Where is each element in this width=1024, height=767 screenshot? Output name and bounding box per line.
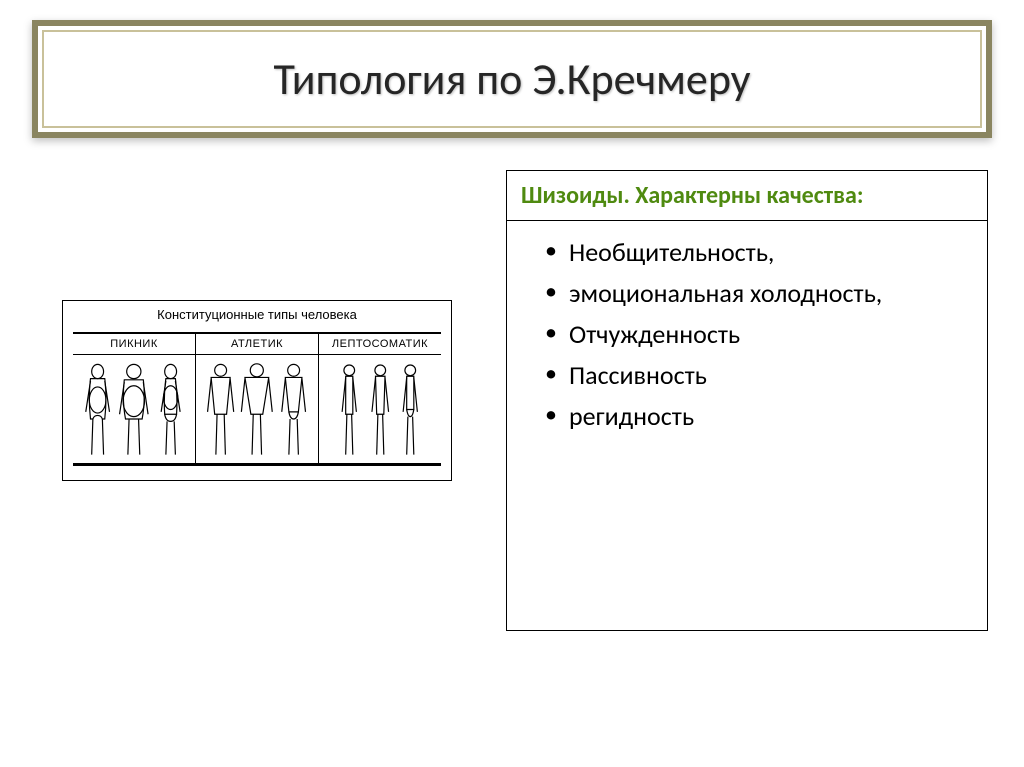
title-frame: Типология по Э.Кречмеру [32,20,992,138]
human-figure-icon [81,362,114,457]
body-type-label: ЛЕПТОСОМАТИК [319,334,441,355]
human-figure-icon [335,362,364,457]
qualities-box: Шизоиды. Характерны качества: Необщитель… [506,170,988,631]
body-figures-leptosomatic [319,355,441,465]
list-item: Пассивность [545,358,973,393]
slide-title: Типология по Э.Кречмеру [273,52,750,106]
list-item: Необщительность, [545,235,973,270]
human-figure-icon [277,362,310,457]
human-figure-icon [366,362,395,457]
list-item: Отчужденность [545,317,973,352]
body-type-pyknic: ПИКНИК [73,334,196,465]
qualities-header: Шизоиды. Характерны качества: [507,171,987,221]
human-figure-icon [204,362,237,457]
qualities-list: Необщительность, эмоциональная холодност… [507,221,987,630]
human-figure-icon [396,362,425,457]
body-type-label: ПИКНИК [73,334,195,355]
body-type-athletic: АТЛЕТИК [196,334,319,465]
body-type-leptosomatic: ЛЕПТОСОМАТИК [319,334,441,465]
human-figure-icon [116,362,152,457]
body-types-diagram: Конституционные типы человека ПИКНИК АТЛ… [62,300,452,481]
body-figures-athletic [196,355,318,465]
body-figures-pyknic [73,355,195,465]
list-item: регидность [545,399,973,434]
body-type-label: АТЛЕТИК [196,334,318,355]
human-figure-icon [239,362,275,457]
body-types-row: ПИКНИК АТЛЕТИК ЛЕПТОСОМАТИК [73,332,441,466]
diagram-caption: Конституционные типы человека [73,307,441,322]
list-item: эмоциональная холодность, [545,276,973,311]
human-figure-icon [154,362,187,457]
